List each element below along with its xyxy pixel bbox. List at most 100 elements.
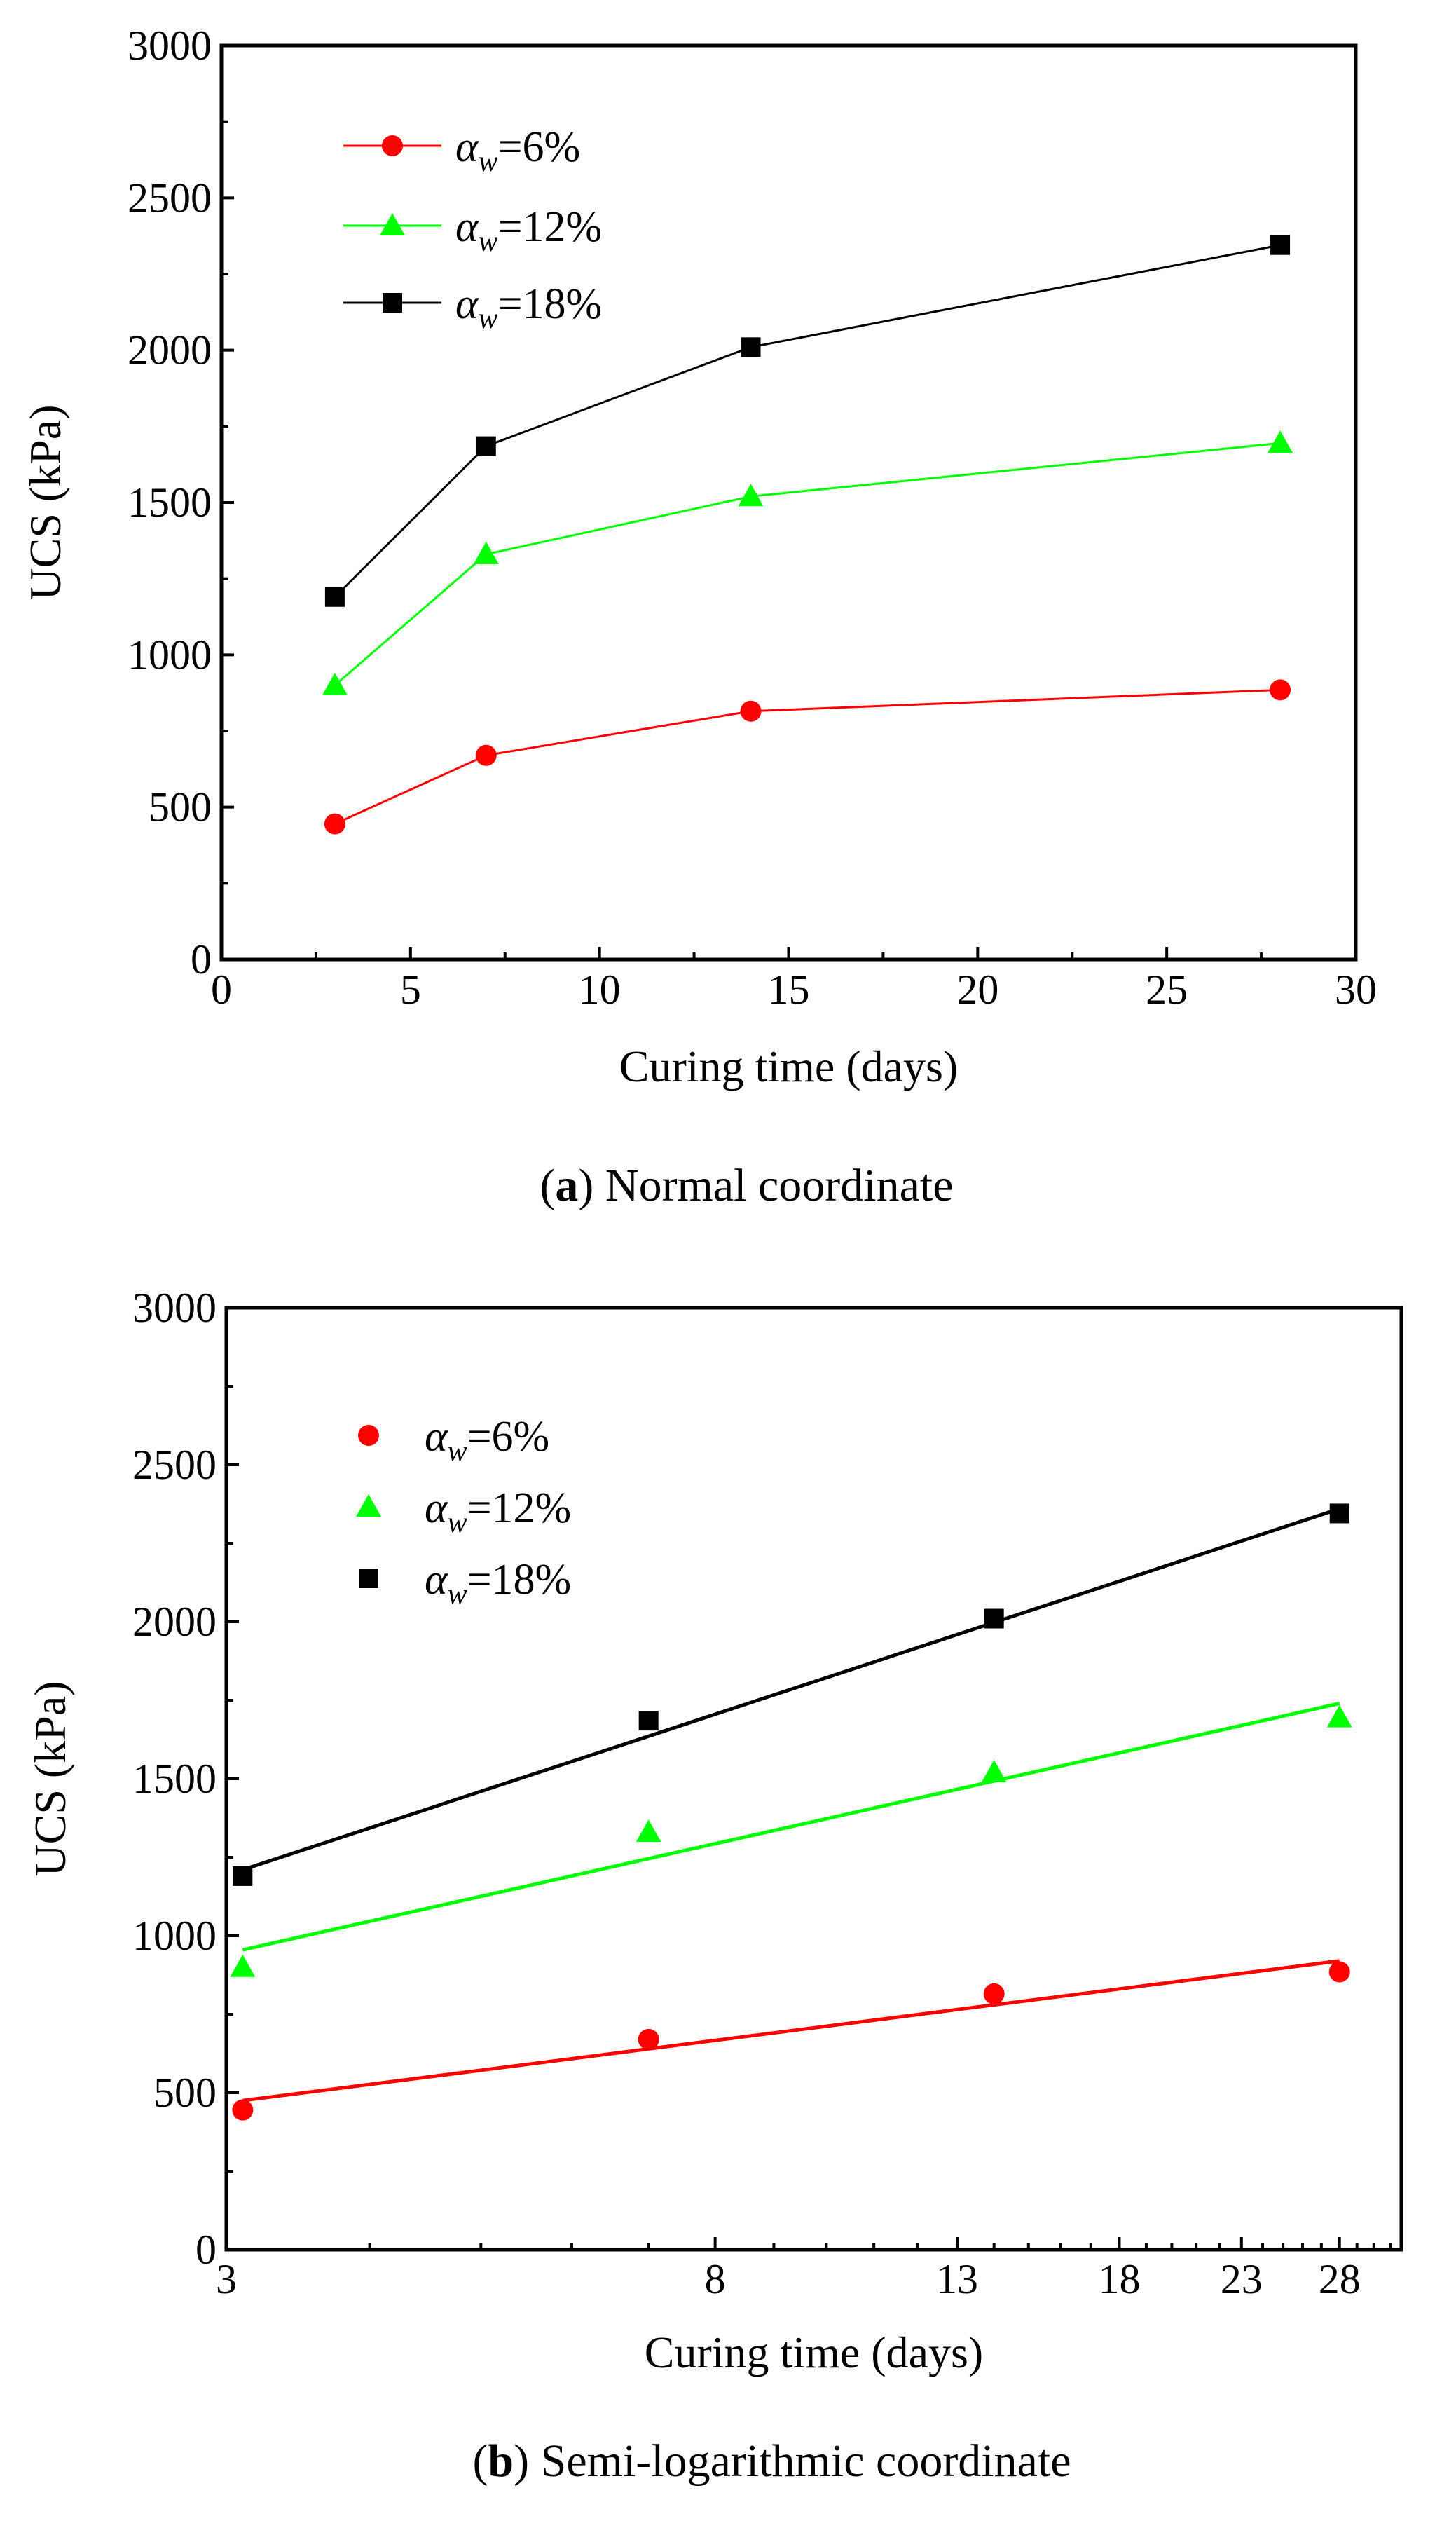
series-2	[233, 1503, 1349, 1886]
legend-suffix: =6%	[498, 123, 581, 171]
legend-symbol: α	[455, 123, 479, 171]
data-point	[233, 1866, 253, 1886]
legend-marker	[383, 293, 402, 313]
legend-marker	[380, 213, 405, 235]
x-tick-label: 20	[956, 966, 998, 1013]
data-point	[738, 484, 764, 507]
series-line	[334, 244, 1281, 598]
legend-subscript: w	[479, 146, 498, 178]
data-point	[324, 587, 345, 607]
series-2	[324, 235, 1291, 607]
data-point	[1268, 430, 1293, 453]
caption-text: Semi-logarithmic coordinate	[529, 2435, 1071, 2487]
y-axis-label: UCS (kPa)	[25, 1681, 75, 1876]
data-point	[636, 1819, 661, 1843]
caption-text: Normal coordinate	[593, 1160, 953, 1211]
data-point	[232, 2099, 254, 2121]
data-point	[473, 541, 499, 564]
data-point	[476, 436, 496, 456]
x-tick-label: 25	[1146, 966, 1188, 1013]
x-tick-label: 3	[216, 2256, 237, 2302]
legend-subscript: w	[448, 1507, 467, 1539]
legend-subscript: w	[479, 226, 498, 258]
legend-suffix: =18%	[467, 1556, 572, 1604]
y-tick-label: 3000	[132, 1285, 217, 1331]
y-tick-label: 2000	[128, 327, 212, 374]
x-axis-label: Curing time (days)	[645, 2328, 983, 2377]
legend-symbol: α	[425, 1556, 448, 1604]
chart-a: 0 500 1000 1500 2000 2500 3000 0 5 10 15 20 25 30 Curi…	[20, 22, 1377, 1211]
data-point	[1326, 1704, 1352, 1728]
y-axis-label: UCS (kPa)	[20, 404, 70, 600]
y-tick-label: 3000	[128, 22, 212, 69]
legend-item: αw=18%	[343, 280, 602, 335]
data-point	[1270, 235, 1291, 255]
legend-label: αw=6%	[455, 123, 580, 178]
legend-item: αw=12%	[343, 203, 602, 258]
x-tick-label: 13	[936, 2256, 978, 2302]
legend-suffix: =12%	[467, 1484, 572, 1532]
legend-symbol: α	[455, 203, 479, 251]
data-point	[983, 1983, 1005, 2004]
y-tick-label: 0	[195, 2227, 217, 2273]
legend-label: αw=12%	[455, 203, 602, 258]
x-tick-label: 5	[400, 966, 421, 1013]
series-line	[334, 688, 1281, 825]
y-tick-label: 0	[191, 936, 212, 983]
y-tick-label: 2500	[128, 175, 212, 221]
legend-suffix: =6%	[467, 1413, 550, 1461]
data-point	[984, 1608, 1004, 1629]
x-tick-label: 23	[1221, 2256, 1263, 2302]
legend-subscript: w	[448, 1435, 467, 1468]
caption-paren: )	[514, 2435, 529, 2487]
data-point	[322, 672, 348, 695]
y-tick-label: 500	[153, 2070, 217, 2116]
data-point	[638, 1711, 659, 1731]
series-1	[230, 1702, 1352, 1977]
data-point	[230, 1954, 256, 1977]
legend-subscript: w	[448, 1578, 467, 1611]
data-point	[475, 744, 497, 766]
legend-label: αw=12%	[425, 1484, 571, 1539]
x-tick-label: 0	[211, 966, 232, 1013]
legend-marker	[356, 1494, 381, 1517]
plot-frame	[219, 43, 1358, 962]
legend-label: αw=18%	[455, 280, 602, 335]
series-line	[334, 442, 1281, 686]
figure-caption: (b) Semi-logarithmic coordinate	[472, 2435, 1071, 2487]
data-point	[981, 1760, 1007, 1783]
x-axis-label: Curing time (days)	[619, 1041, 958, 1091]
y-tick-label: 1500	[132, 1756, 217, 1802]
series-0	[232, 1959, 1350, 2121]
data-point	[1329, 1503, 1349, 1524]
legend-symbol: α	[425, 1484, 448, 1532]
data-point	[1270, 679, 1291, 701]
series-1	[322, 430, 1293, 695]
legend-label: αw=6%	[425, 1413, 549, 1468]
caption-paren: (	[472, 2435, 488, 2487]
caption-label: b	[488, 2435, 514, 2487]
legend-item: αw=12%	[356, 1484, 571, 1539]
y-tick-label: 1500	[128, 479, 212, 526]
figure-caption: (a) Normal coordinate	[540, 1160, 953, 1211]
y-tick-label: 1000	[128, 631, 212, 678]
caption-paren: )	[578, 1160, 593, 1211]
data-point	[638, 2028, 659, 2050]
fit-line	[242, 1507, 1340, 1872]
caption-paren: (	[540, 1160, 555, 1211]
legend-marker	[382, 135, 403, 156]
legend-subscript: w	[479, 303, 498, 335]
y-tick-label: 2500	[132, 1442, 217, 1488]
x-tick-label: 28	[1319, 2256, 1361, 2302]
legend-label: αw=18%	[425, 1556, 571, 1611]
legend-item: αw=18%	[359, 1556, 571, 1611]
y-tick-label: 2000	[132, 1599, 217, 1645]
legend-suffix: =12%	[498, 203, 603, 251]
legend-marker	[358, 1425, 379, 1446]
caption-label: a	[555, 1160, 578, 1211]
fit-line	[242, 1702, 1340, 1952]
chart-b: 0 500 1000 1500 2000 2500 3000 3 8 13 18 23 28 Curing…	[25, 1285, 1403, 2487]
x-tick-label: 18	[1098, 2256, 1140, 2302]
legend-item: αw=6%	[358, 1413, 549, 1468]
